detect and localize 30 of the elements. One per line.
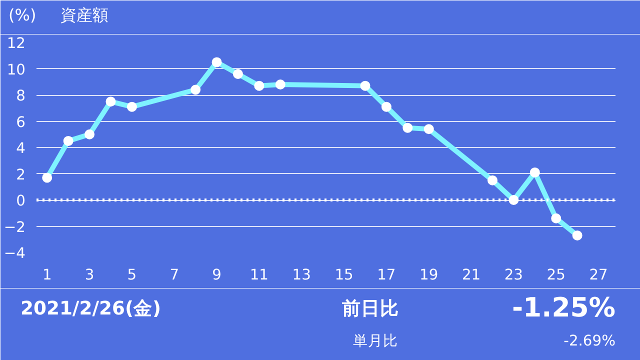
text: 前日比 [341,298,399,320]
y-tick-label: 4 [16,140,26,157]
text: 2021/2/26(金) [20,298,162,320]
x-tick-label: 27 [589,266,608,284]
x-tick-label: 25 [546,266,566,284]
y-tick-label: −2 [4,218,26,236]
x-tick-label: 17 [377,266,396,284]
y-tick-label: 10 [6,61,26,78]
y-tick-label: 8 [16,88,26,104]
x-tick-label: 19 [420,266,438,284]
x-tick-label: 7 [170,266,180,284]
y-tick-label: 0 [16,192,26,210]
x-tick-label: 23 [504,266,524,284]
y-tick-label: −4 [4,245,26,262]
x-tick-label: 13 [292,266,311,284]
text: -1.25% [512,292,616,324]
x-tick-label: 3 [84,266,94,284]
x-tick-label: 15 [334,266,354,284]
x-tick-label: 11 [250,266,269,284]
chart-title: 資産額 [60,6,108,24]
x-tick-label: 5 [127,266,137,284]
text: 単月比 [353,332,398,350]
x-tick-label: 1 [42,266,52,284]
y-axis-title: (%) [8,6,36,24]
y-tick-label: 6 [16,114,26,131]
x-tick-label: 21 [462,266,481,284]
x-tick-label: 9 [212,266,222,284]
y-tick-label: 2 [16,166,26,184]
text: -2.69% [564,332,616,350]
y-tick-label: 12 [6,35,26,52]
